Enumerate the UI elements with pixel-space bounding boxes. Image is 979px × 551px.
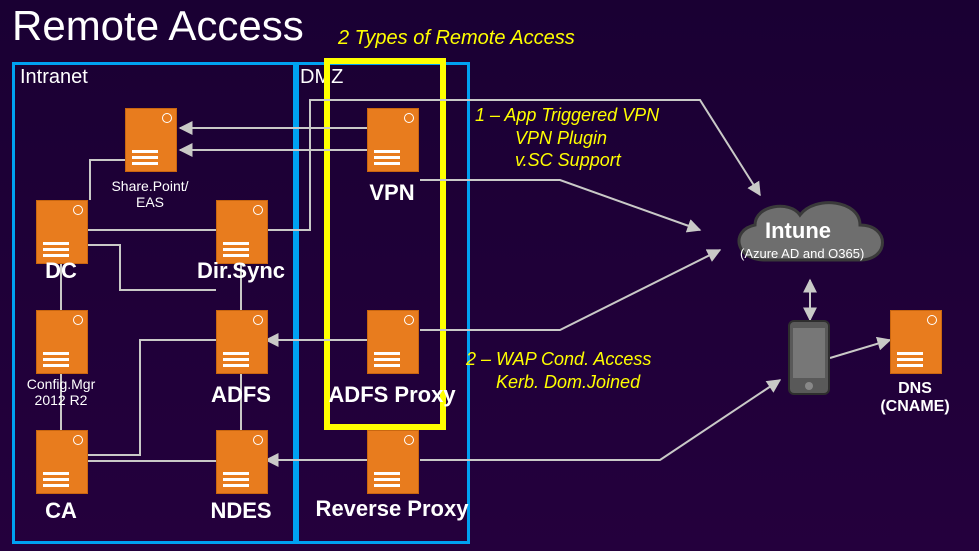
server-adfs — [216, 310, 268, 374]
phone-icon — [788, 320, 830, 395]
note-2: 2 – WAP Cond. Access Kerb. Dom.Joined — [466, 348, 651, 393]
label-adfsproxy: ADFS Proxy — [328, 382, 455, 408]
note-1: 1 – App Triggered VPN VPN Plugin v.SC Su… — [475, 104, 659, 172]
label-ca: CA — [45, 498, 77, 524]
server-ca — [36, 430, 88, 494]
server-ndes — [216, 430, 268, 494]
server-dirsync — [216, 200, 268, 264]
page-title: Remote Access — [12, 2, 304, 50]
server-dc — [36, 200, 88, 264]
server-vpn — [367, 108, 419, 172]
server-adfsproxy — [367, 310, 419, 374]
server-configmgr — [36, 310, 88, 374]
server-revproxy — [367, 430, 419, 494]
label-dc: DC — [45, 258, 77, 284]
subtitle: 2 Types of Remote Access — [338, 27, 575, 50]
label-vpn: VPN — [369, 180, 414, 206]
cloud-title: Intune — [765, 218, 831, 244]
label-configmgr: Config.Mgr 2012 R2 — [27, 376, 95, 408]
diagram-stage: { "title": {"text":"Remote Access","font… — [0, 0, 979, 551]
server-sharepoint — [125, 108, 177, 172]
label-ndes: NDES — [210, 498, 271, 524]
server-dns — [890, 310, 942, 374]
label-adfs: ADFS — [211, 382, 271, 408]
label-dns: DNS (CNAME) — [880, 380, 949, 416]
label-revproxy: Reverse Proxy — [316, 496, 469, 522]
cloud-sub: (Azure AD and O365) — [740, 246, 864, 261]
label-sharepoint: Share.Point/ EAS — [111, 178, 188, 210]
label-dirsync: Dir.Sync — [197, 258, 285, 284]
